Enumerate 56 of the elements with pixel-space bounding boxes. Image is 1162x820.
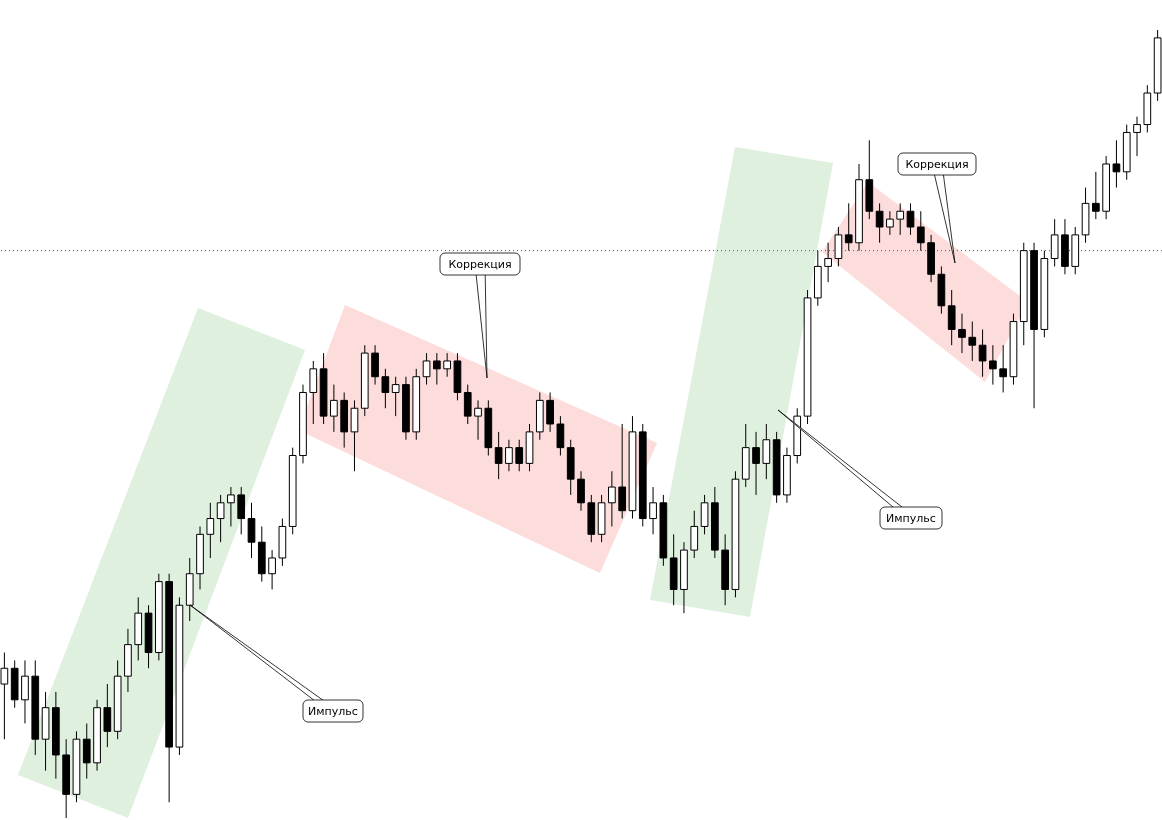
candlestick: [381, 368, 390, 409]
annotation: Импульс: [886, 512, 936, 525]
candlestick: [391, 376, 400, 417]
candlestick: [268, 549, 276, 590]
candlestick: [247, 502, 256, 559]
candlestick: [0, 652, 9, 740]
candlestick: [21, 659, 29, 724]
candlestick: [237, 486, 246, 535]
candlestick: [82, 722, 91, 780]
annotation: Коррекция: [905, 158, 969, 171]
candlestick: [505, 439, 513, 472]
candlestick: [896, 202, 905, 236]
candlestick: [350, 399, 359, 472]
candlestick: [1050, 218, 1059, 267]
candlestick: [968, 321, 977, 362]
candlestick: [989, 344, 997, 386]
candlestick: [422, 352, 431, 386]
candlestick: [916, 210, 925, 252]
candlestick: [309, 360, 318, 425]
candlestick: [227, 486, 235, 527]
candlestick: [216, 494, 225, 543]
candlestick: [330, 384, 338, 433]
candlestick: [206, 502, 215, 559]
candlestick: [515, 439, 524, 472]
annotation: Импульс: [308, 705, 358, 718]
candlestick: [443, 352, 451, 378]
candlestick: [577, 470, 585, 512]
candlestick: [546, 391, 554, 433]
candlestick: [649, 486, 657, 535]
candlestick: [700, 494, 709, 535]
candlestick: [618, 423, 627, 520]
candlestick: [1112, 139, 1121, 189]
candlestick: [1092, 171, 1100, 220]
candlestick: [762, 423, 771, 480]
candlestick: [834, 226, 843, 267]
candlestick: [371, 344, 379, 386]
candlestick: [978, 328, 987, 378]
candlestick: [433, 352, 441, 386]
candlestick: [947, 289, 956, 346]
candlestick: [875, 202, 884, 244]
candlestick: [463, 384, 472, 425]
candlestick: [824, 242, 832, 283]
candlestick: [690, 510, 699, 559]
candlestick: [844, 202, 853, 252]
candlestick: [608, 470, 616, 527]
candlestick: [886, 210, 894, 236]
candlestick: [103, 683, 112, 748]
candlestick: [752, 431, 760, 496]
candlestick: [1133, 116, 1141, 157]
candlestick: [494, 431, 503, 480]
candlestick: [958, 313, 966, 354]
candlestick: [474, 399, 482, 441]
annotation: Коррекция: [448, 258, 512, 271]
candlestick: [906, 202, 915, 236]
candlestick: [556, 415, 565, 457]
candlestick: [999, 344, 1008, 393]
